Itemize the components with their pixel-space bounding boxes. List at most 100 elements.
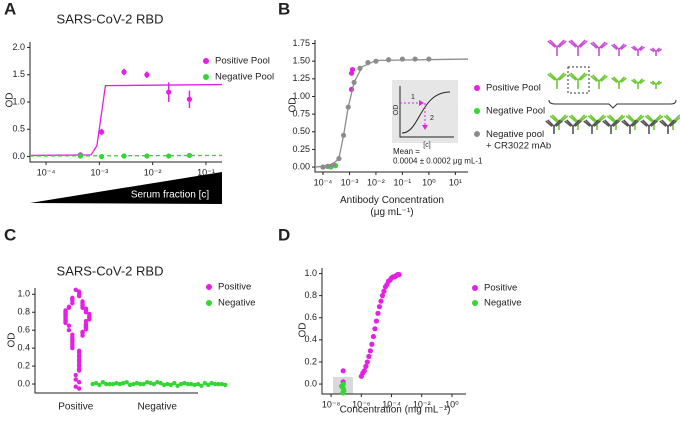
legend-marker — [474, 131, 480, 137]
antibody-icons — [545, 39, 680, 134]
y-tick-label: 0.6 — [17, 325, 30, 335]
x-tick-label: Negative — [138, 402, 178, 413]
point — [121, 69, 127, 75]
point — [100, 380, 106, 385]
y-tick-label: 1.5 — [12, 69, 25, 79]
point — [366, 353, 372, 360]
point — [70, 345, 75, 351]
y-tick-label: 1.25 — [292, 73, 310, 83]
antibody — [649, 80, 663, 89]
point — [70, 301, 75, 306]
x-tick-label: 10⁻³ — [341, 177, 359, 187]
point — [336, 155, 342, 162]
point — [73, 287, 78, 292]
legend-label: Negative — [484, 298, 522, 309]
point — [206, 382, 211, 388]
point — [370, 333, 376, 340]
point — [76, 380, 82, 385]
y-axis-label: OD — [288, 98, 299, 113]
y-tick-label: 0.2 — [17, 360, 30, 370]
point — [165, 381, 170, 387]
y-axis-label: OD — [5, 93, 16, 108]
antibody — [583, 119, 601, 134]
point — [141, 381, 146, 387]
point — [182, 380, 187, 386]
y-tick-label: 1.0 — [304, 268, 317, 278]
point — [87, 317, 92, 322]
legend-marker — [472, 285, 478, 291]
point — [199, 383, 204, 389]
y-tick-label: 0.0 — [17, 378, 30, 388]
point — [73, 384, 78, 389]
antibody — [545, 119, 563, 134]
point — [365, 59, 371, 66]
y-tick-label: 2.0 — [12, 42, 25, 52]
point — [172, 380, 177, 386]
point — [375, 310, 381, 316]
chart-title: SARS-CoV-2 RBD — [57, 263, 164, 278]
point — [66, 323, 72, 328]
point — [369, 341, 375, 347]
point — [144, 380, 150, 385]
y-tick-label: 1.00 — [292, 91, 310, 101]
point — [320, 164, 326, 170]
axes — [314, 40, 468, 173]
antibody — [547, 39, 567, 56]
y-tick-label: 0.4 — [17, 343, 30, 353]
antibody — [631, 78, 645, 89]
point — [367, 348, 373, 354]
point — [121, 153, 127, 159]
point — [412, 56, 418, 62]
axes — [321, 268, 466, 395]
point — [185, 381, 191, 387]
mean-annotation: Mean = 0.0004 ± 0.0002 μg mL-1 — [393, 147, 483, 166]
antibody — [611, 43, 627, 56]
antibody — [640, 119, 658, 134]
antibody — [564, 119, 582, 134]
y-axis-label: OD — [298, 323, 309, 338]
x-tick-label: 10⁻² — [367, 177, 385, 187]
antibody — [568, 114, 588, 130]
point — [76, 368, 82, 373]
antibody — [659, 119, 677, 134]
point — [97, 382, 102, 388]
y-tick-label: 0.75 — [292, 108, 310, 118]
dilution-wedge — [30, 172, 222, 204]
legend-label: Negative Pool — [215, 72, 274, 83]
point — [98, 129, 105, 135]
legend-marker — [472, 300, 478, 306]
inset-xlabel: [c] — [423, 142, 430, 149]
inset: OD [c] 1 2 — [392, 80, 458, 149]
point — [166, 153, 172, 159]
point — [144, 72, 150, 78]
antibody — [602, 119, 620, 134]
point — [168, 382, 174, 388]
legend-label: Negative Pool — [486, 106, 545, 117]
legend-label: Negative — [218, 298, 256, 309]
point — [73, 377, 78, 382]
point — [121, 380, 126, 386]
x-axis-label: Antibody Concentration (μg mL⁻¹) — [340, 195, 444, 218]
point — [351, 79, 357, 85]
point — [90, 381, 95, 387]
x-tick-label: 10⁰ — [422, 177, 436, 187]
point — [340, 390, 346, 396]
x-tick-label: Positive — [58, 402, 93, 413]
legend-marker — [474, 85, 480, 91]
panel-letter: C — [4, 225, 16, 244]
point — [83, 310, 89, 315]
legend-marker — [474, 108, 480, 114]
point — [195, 381, 201, 387]
x-tick-label: 10⁻² — [144, 167, 162, 177]
antibody — [649, 47, 663, 56]
y-tick-label: 0.50 — [292, 126, 310, 136]
x-tick-label: 10⁻⁸ — [322, 399, 341, 409]
antibody — [547, 72, 567, 89]
point — [76, 293, 82, 299]
panel-letter: A — [4, 0, 16, 18]
point — [175, 383, 180, 389]
point — [158, 380, 163, 386]
point — [155, 380, 160, 385]
point — [340, 381, 346, 387]
